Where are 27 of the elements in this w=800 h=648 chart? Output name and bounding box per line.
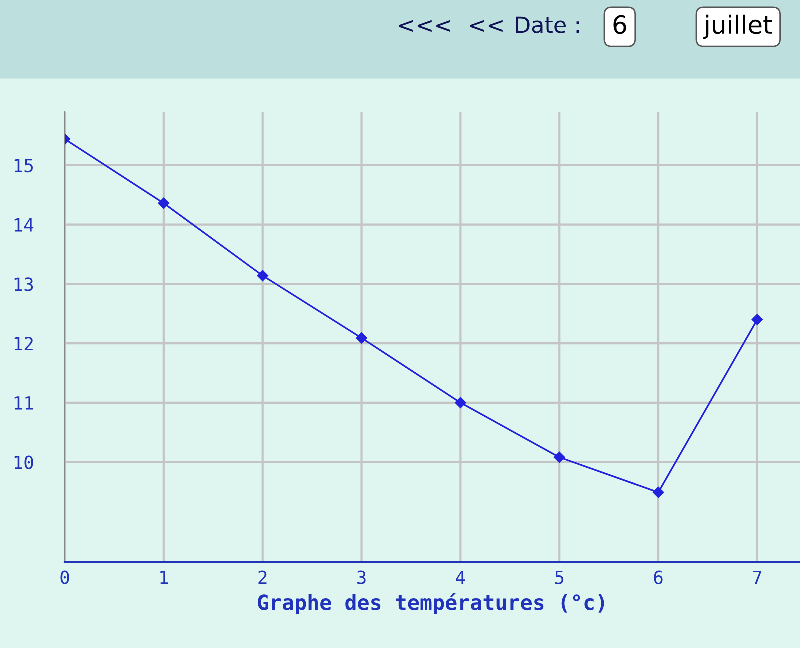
point — [652, 486, 664, 498]
point — [752, 314, 764, 326]
text: 6 — [614, 15, 626, 34]
text: juillet — [704, 14, 772, 40]
y-tick-label: 14 — [14, 218, 34, 232]
text: << — [470, 20, 503, 32]
x-tick-label: 6 — [654, 570, 663, 584]
x-tick-label: 5 — [555, 570, 564, 584]
y-tick-label: 12 — [14, 337, 33, 350]
point — [554, 452, 566, 464]
x-tick-label: 4 — [456, 570, 466, 584]
point — [356, 332, 368, 344]
text: Date : — [516, 16, 580, 34]
x-tick-label: 0 — [60, 570, 70, 584]
x-tick-label: 1 — [160, 570, 168, 584]
point — [158, 198, 170, 210]
point — [257, 270, 268, 282]
y-tick-label: 15 — [14, 159, 33, 173]
x-tick-label: 7 — [753, 570, 762, 584]
y-tick-label: 13 — [14, 278, 34, 292]
x-tick-label: 2 — [258, 570, 267, 584]
y-tick-label: 10 — [14, 456, 34, 470]
x-tick-label: 3 — [358, 570, 366, 584]
point — [455, 397, 466, 409]
text: <<< — [399, 20, 451, 32]
y-tick-label: 11 — [14, 396, 34, 410]
x-axis-title: Graphe des températures (°c) — [258, 593, 604, 614]
